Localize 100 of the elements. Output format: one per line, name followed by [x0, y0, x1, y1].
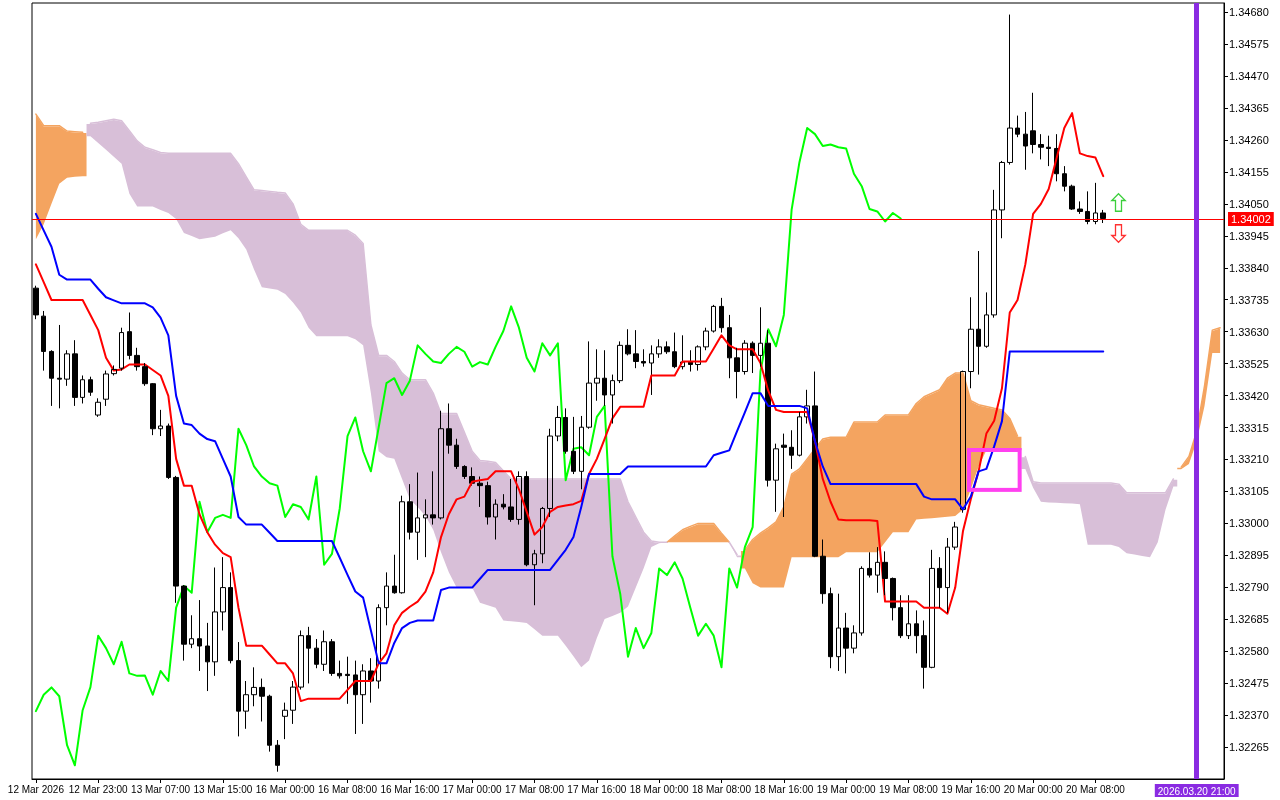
candlestick [1062, 165, 1067, 192]
x-tick-label: 18 Mar 16:00 [754, 783, 814, 795]
candlestick [407, 483, 413, 541]
candlestick [882, 550, 888, 596]
candlestick [228, 571, 233, 664]
candlestick [789, 429, 794, 470]
candlestick [329, 638, 335, 677]
candlestick [571, 416, 576, 475]
candlestick [57, 324, 62, 409]
line-series [34, 212, 1105, 665]
y-tick-label: 1.33630 [1229, 325, 1269, 338]
candlestick [337, 660, 342, 680]
candlestick [843, 612, 849, 674]
candlestick [181, 584, 187, 662]
candlestick [999, 160, 1005, 239]
y-tick-label: 1.32475 [1229, 677, 1269, 690]
candlestick [142, 362, 148, 387]
candlestick [423, 498, 428, 558]
candlestick [890, 577, 896, 621]
candlestick [586, 340, 592, 430]
x-tick-label: 12 Mar 2026 [7, 783, 65, 795]
x-tick-label: 16 Mar 00:00 [255, 783, 316, 795]
candlestick [984, 291, 989, 349]
candlestick [353, 660, 358, 735]
candlestick [314, 638, 319, 669]
candlestick [80, 374, 85, 404]
candlestick [812, 371, 818, 558]
candlestick [664, 340, 670, 355]
candlestick [501, 493, 506, 510]
candlestick [205, 622, 210, 692]
y-tick-label: 1.34680 [1229, 6, 1269, 19]
candlestick [991, 189, 997, 319]
candlestick [212, 567, 218, 677]
x-tick-label: 12 Mar 23:00 [68, 783, 129, 795]
x-tick-label: 17 Mar 08:00 [505, 783, 565, 795]
y-tick-label: 1.33420 [1229, 389, 1269, 402]
candlestick [952, 521, 958, 551]
candlestick [976, 250, 981, 376]
candlestick [197, 599, 202, 672]
x-tick-label: 19 Mar 16:00 [941, 783, 1001, 795]
candlestick [166, 423, 171, 480]
y-tick-label: 1.33945 [1229, 229, 1269, 242]
candlestick [594, 348, 600, 402]
candlestick [173, 475, 179, 604]
candlestick [781, 433, 787, 518]
x-tick-label: 18 Mar 08:00 [692, 783, 752, 795]
candlestick [1085, 190, 1090, 225]
candlestick [773, 443, 779, 513]
candlestick [158, 409, 163, 437]
candlestick [727, 314, 732, 379]
candlestick [921, 619, 927, 690]
candlestick [610, 374, 615, 425]
x-tick-label: 2026.03.20 21:00 [1157, 785, 1237, 797]
candlestick [1023, 111, 1028, 171]
candlestick [1069, 184, 1075, 211]
candlestick [392, 554, 397, 595]
candlestick [49, 349, 54, 407]
x-tick-label: 19 Mar 08:00 [879, 783, 939, 795]
candlestick [282, 702, 288, 740]
x-tick-label: 20 Mar 00:00 [1003, 783, 1064, 795]
candlestick [1077, 200, 1083, 215]
candlestick [485, 481, 491, 526]
candlestick [477, 476, 483, 508]
candlestick [41, 310, 46, 372]
candlestick [617, 340, 623, 384]
candlestick [859, 565, 864, 637]
candlestick [1038, 133, 1044, 160]
candlestick [688, 349, 693, 373]
y-tick-label: 1.32895 [1229, 549, 1269, 562]
candlestick [656, 338, 662, 359]
candlestick [111, 364, 117, 376]
candlestick [672, 332, 677, 369]
candlestick [72, 339, 78, 407]
candlestick [220, 556, 226, 631]
candlestick [306, 626, 311, 684]
y-tick-label: 1.34575 [1229, 38, 1269, 51]
candlestick [399, 495, 405, 595]
candlestick [555, 405, 561, 442]
candlestick [820, 539, 826, 605]
y-tick-label: 1.34260 [1229, 133, 1269, 146]
x-tick-label: 16 Mar 16:00 [380, 783, 440, 795]
candlestick [929, 549, 935, 669]
candlestick [563, 407, 568, 455]
candlestick [189, 614, 194, 649]
candlestick [1046, 135, 1051, 167]
candlestick [267, 694, 272, 753]
candlestick [906, 594, 911, 640]
candlestick [1007, 14, 1013, 166]
candlestick [633, 329, 639, 369]
candlestick [321, 629, 327, 672]
candlestick [430, 470, 436, 526]
y-tick-label: 1.32265 [1229, 741, 1269, 754]
candlestick [290, 680, 296, 725]
candlestick [150, 382, 156, 436]
candlestick [719, 297, 724, 334]
candlestick [797, 411, 802, 457]
candlestick [493, 498, 498, 541]
candlestick [579, 415, 584, 490]
candlestick [649, 344, 654, 396]
candlestick [851, 624, 857, 654]
